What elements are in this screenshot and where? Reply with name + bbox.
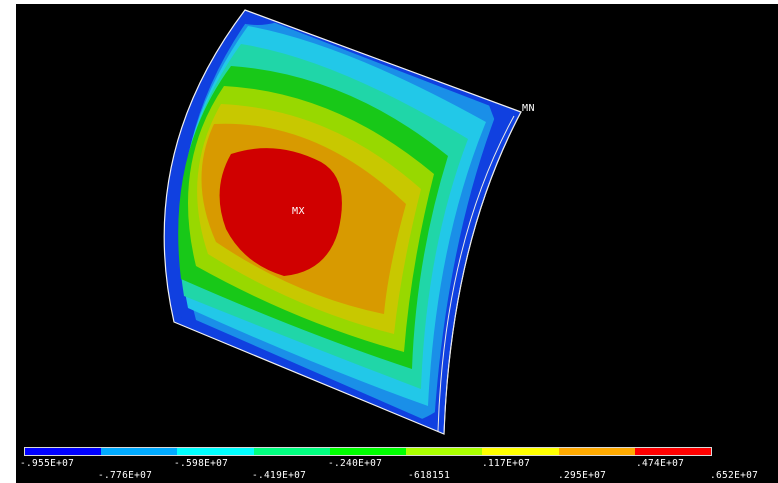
stress-contour-field [164, 10, 521, 434]
min-marker-label: MN [522, 103, 536, 114]
legend-swatch [101, 448, 178, 455]
legend-swatch [406, 448, 483, 455]
legend-swatch [482, 448, 559, 455]
legend-swatch [177, 448, 254, 455]
graphics-viewport[interactable]: MX MN -.955E+07 -.776E+07 -.598E+07 -.41… [16, 4, 778, 483]
contour-legend-bar [24, 447, 712, 456]
legend-label-4: -.240E+07 [328, 458, 383, 469]
contour-plot[interactable] [16, 4, 778, 483]
legend-swatch [25, 448, 102, 455]
contour-band-9 [219, 148, 342, 276]
legend-label-8: .474E+07 [636, 458, 685, 469]
plate-thickness-edge [437, 111, 522, 435]
legend-label-7: .295E+07 [558, 470, 607, 481]
legend-swatch [634, 448, 711, 455]
legend-label-3: -.419E+07 [252, 470, 307, 481]
legend-label-0: -.955E+07 [20, 458, 75, 469]
legend-label-9: .652E+07 [710, 470, 759, 481]
legend-swatch [253, 448, 330, 455]
legend-label-5: -618151 [408, 470, 451, 481]
legend-label-2: -.598E+07 [174, 458, 229, 469]
corner-patch-bottom-left [174, 310, 208, 336]
legend-label-6: .117E+07 [482, 458, 531, 469]
legend-swatch [329, 448, 407, 455]
corner-patch-top [238, 10, 278, 25]
max-marker-label: MX [292, 206, 306, 217]
legend-swatch [558, 448, 635, 455]
legend-label-1: -.776E+07 [98, 470, 153, 481]
